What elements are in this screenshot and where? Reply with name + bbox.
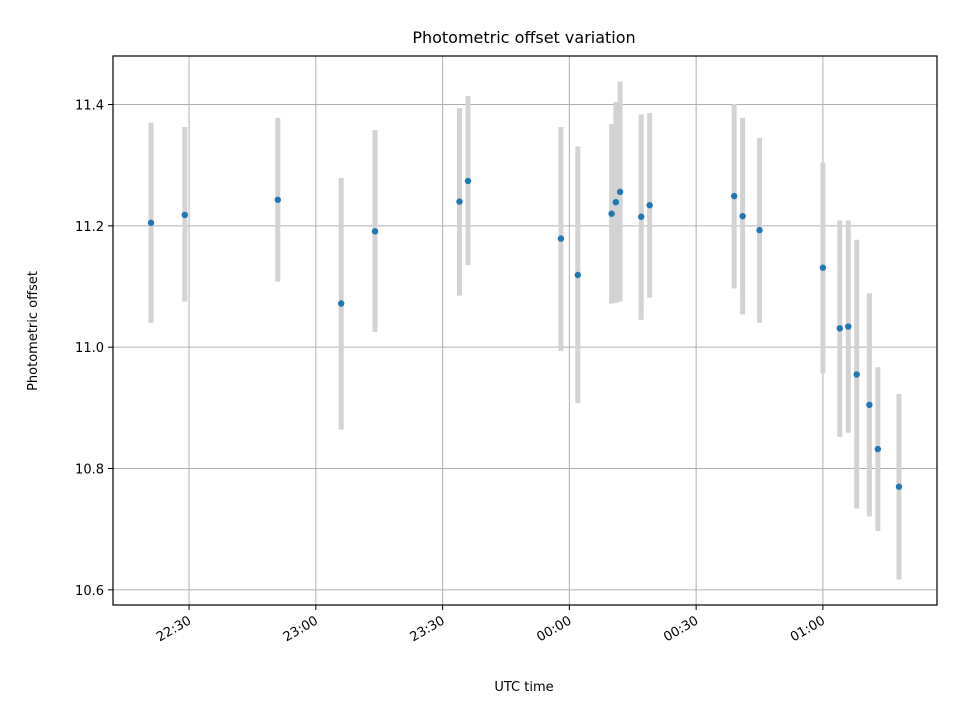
x-tick-label: 00:00 <box>534 613 574 645</box>
x-axis-label: UTC time <box>494 680 553 695</box>
x-axis-ticks: 22:30 23:00 23:30 00:00 00:30 01:00 <box>154 605 828 645</box>
data-point <box>638 213 645 220</box>
data-point <box>274 196 281 203</box>
y-tick-label: 11.0 <box>75 341 104 356</box>
y-tick-label: 10.6 <box>75 584 104 599</box>
y-tick-label: 11.2 <box>75 220 104 235</box>
data-points <box>147 177 903 490</box>
x-tick-label: 22:30 <box>154 613 194 645</box>
data-point <box>646 202 653 209</box>
data-point <box>464 177 472 185</box>
x-tick-label: 23:00 <box>281 613 321 645</box>
data-point <box>756 226 763 234</box>
data-point <box>371 228 379 235</box>
data-point <box>836 325 844 332</box>
y-tick-label: 10.8 <box>75 463 104 478</box>
data-point <box>557 235 565 242</box>
data-point <box>608 210 615 217</box>
data-point <box>739 212 746 220</box>
data-point <box>819 264 827 271</box>
x-tick-label: 23:30 <box>408 613 448 645</box>
data-point <box>853 371 860 378</box>
error-bars <box>148 81 902 580</box>
data-point <box>730 192 738 200</box>
data-point <box>147 219 155 227</box>
chart-title: Photometric offset variation <box>412 28 635 47</box>
data-point <box>574 271 582 279</box>
data-point <box>845 323 852 330</box>
x-tick-label: 00:30 <box>661 613 701 645</box>
y-axis-label: Photometric offset <box>26 271 41 391</box>
data-point <box>866 401 873 409</box>
grid <box>113 56 937 605</box>
data-point <box>181 211 189 219</box>
y-axis-ticks: 10.6 10.8 11.0 11.2 11.4 <box>75 99 113 599</box>
data-point <box>616 188 624 196</box>
data-point <box>456 198 463 205</box>
data-point <box>337 300 345 307</box>
data-point <box>874 445 882 453</box>
data-point <box>895 483 903 490</box>
x-tick-label: 01:00 <box>788 613 828 645</box>
data-point <box>612 198 620 206</box>
plot-frame <box>112 55 938 606</box>
y-tick-label: 11.4 <box>75 99 104 114</box>
